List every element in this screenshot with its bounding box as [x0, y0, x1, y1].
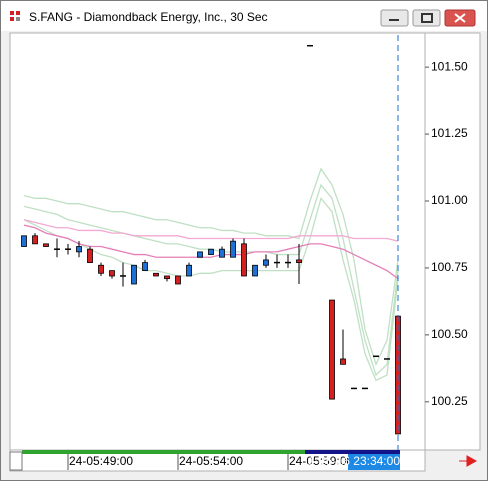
- candle-body: [263, 259, 269, 266]
- close-button[interactable]: [444, 9, 476, 27]
- candle-body: [230, 240, 236, 258]
- scroll-thumb[interactable]: [305, 450, 400, 454]
- candle-body: [175, 275, 181, 285]
- y-tick-label: 100.50: [431, 327, 468, 341]
- candle-body: [21, 235, 27, 247]
- candle-body: [340, 358, 346, 365]
- candle-body: [197, 251, 203, 258]
- y-tick-label: 101.00: [431, 193, 468, 207]
- indicator-line: [23, 196, 399, 382]
- candle-body: [329, 299, 335, 400]
- candle-body: [98, 264, 104, 274]
- candle-body: [186, 264, 192, 277]
- y-tick-label: 100.25: [431, 394, 468, 408]
- window-title: S.FANG - Diamondback Energy, Inc., 30 Se…: [29, 10, 268, 24]
- indicator-line: [23, 224, 399, 280]
- candle-body: [131, 264, 137, 285]
- chart-area: [9, 32, 481, 451]
- indicator-line: [23, 219, 399, 242]
- candle-body: [219, 248, 225, 258]
- x-tick-label: 24-05:54:00: [179, 454, 243, 468]
- crosshair-label: 11-25-16 23:34:00: [303, 454, 401, 468]
- candle-body: [153, 272, 159, 277]
- candle-body: [241, 243, 247, 277]
- candle-body: [43, 243, 49, 247]
- y-tick-label: 101.25: [431, 126, 468, 140]
- app-icon: [10, 11, 20, 21]
- candle-body: [142, 262, 148, 272]
- indicator-line: [23, 167, 399, 367]
- candle-body: [32, 235, 38, 245]
- scroll-range[interactable]: [22, 450, 305, 454]
- x-tick-label: 24-05:49:00: [69, 454, 133, 468]
- candle-body: [76, 246, 82, 253]
- candle-body: [208, 248, 214, 255]
- candle-body: [164, 275, 170, 280]
- minimize-button[interactable]: [380, 9, 409, 27]
- crosshair-label-box: [348, 454, 400, 470]
- candle-body: [296, 259, 302, 263]
- y-tick-label: 100.75: [431, 260, 468, 274]
- candle-body: [109, 270, 115, 277]
- candle-body: [87, 248, 93, 263]
- scroll-box[interactable]: [9, 451, 23, 471]
- candle-body: [252, 264, 258, 277]
- x-tick-label: 24-05:59:00: [289, 454, 353, 468]
- maximize-button[interactable]: [412, 9, 441, 27]
- scroll-right-arrow[interactable]: [459, 455, 478, 467]
- y-tick-label: 101.50: [431, 59, 468, 73]
